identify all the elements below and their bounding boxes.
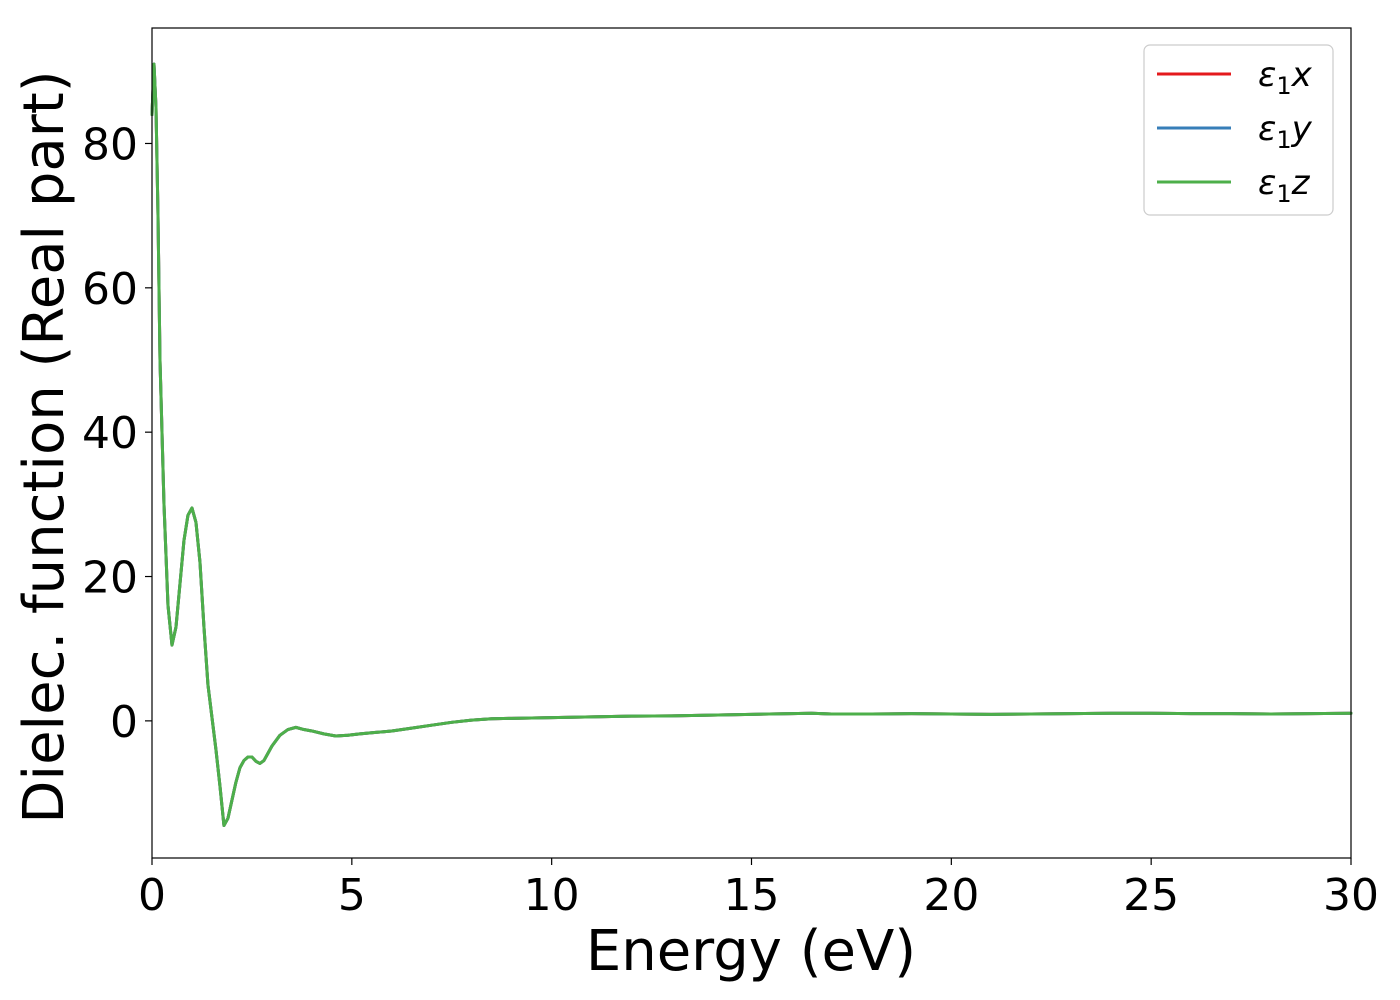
y-axis-ticks: 0 20 40 60 80	[82, 119, 152, 748]
series-line-z	[150, 62, 1353, 828]
x-tick-label: 20	[923, 870, 979, 921]
x-tick-label: 25	[1123, 870, 1179, 921]
legend: ε1x ε1y ε1z	[1143, 44, 1334, 216]
legend-box	[1143, 44, 1334, 216]
legend-label-y: ε1y	[1258, 109, 1313, 154]
y-tick-label: 60	[82, 264, 138, 315]
y-tick-label: 20	[82, 553, 138, 604]
x-tick-label: 30	[1323, 870, 1379, 921]
x-tick-label: 5	[338, 870, 366, 921]
y-tick-label: 0	[110, 697, 138, 748]
legend-label-x: ε1x	[1258, 55, 1313, 100]
y-tick-label: 80	[82, 119, 138, 170]
x-tick-label: 10	[524, 870, 580, 921]
x-axis-ticks: 0 5 10 15 20 25 30	[138, 858, 1379, 921]
x-tick-label: 15	[724, 870, 780, 921]
x-tick-label: 0	[138, 870, 166, 921]
legend-label-z: ε1z	[1258, 163, 1311, 208]
y-tick-label: 40	[82, 408, 138, 459]
x-axis-label: Energy (eV)	[586, 919, 916, 984]
series-layer	[150, 62, 1353, 828]
y-axis-label: Dielec. function (Real part)	[12, 70, 77, 823]
